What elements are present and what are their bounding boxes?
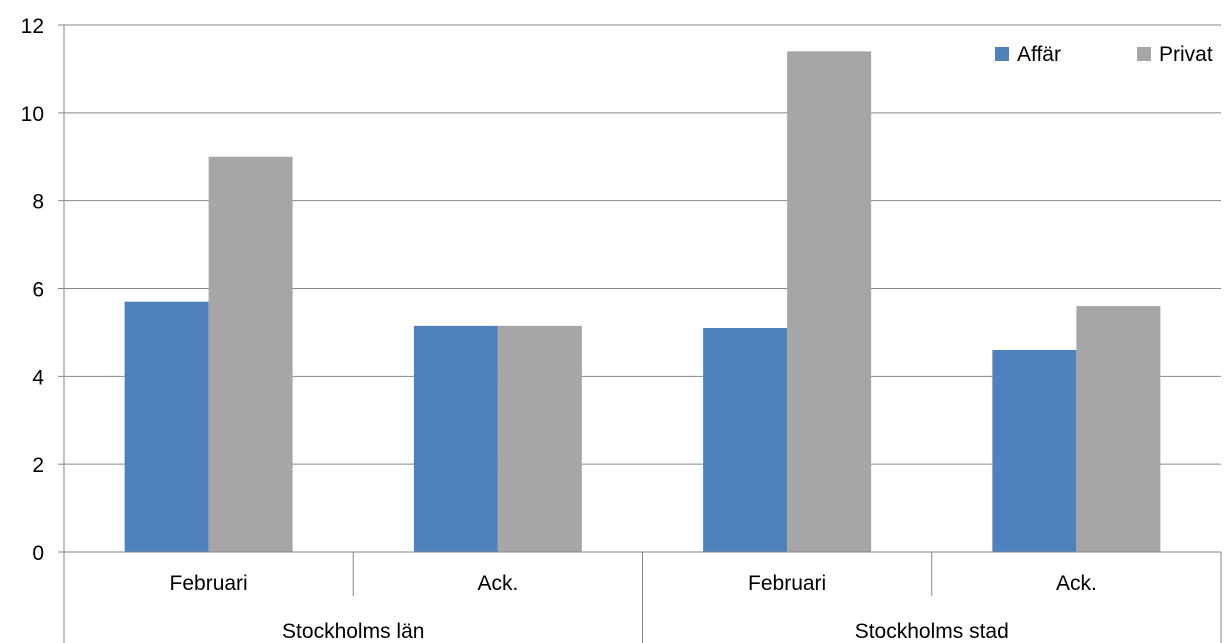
y-tick-label: 10 <box>21 103 44 126</box>
axis-labels: 0 2 4 6 8 10 12 Februari Ack. Februari Ack. Stockho… <box>21 15 1097 643</box>
bar-affar <box>124 301 209 552</box>
y-tick-label: 2 <box>32 454 44 477</box>
y-tick-label: 12 <box>21 15 44 38</box>
bar-privat <box>787 51 872 552</box>
y-tick-label: 0 <box>32 542 44 565</box>
x-category-label: Februari <box>170 572 248 595</box>
y-tick-label: 4 <box>32 366 44 389</box>
axes <box>58 24 1222 643</box>
legend: Affär Privat <box>995 43 1213 66</box>
bar-privat <box>497 325 582 552</box>
legend-label-affar: Affär <box>1017 43 1061 66</box>
x-category-label: Februari <box>748 572 826 595</box>
y-tick-label: 8 <box>32 191 44 214</box>
y-tick-label: 6 <box>32 279 44 302</box>
x-group-label: Stockholms stad <box>855 620 1009 643</box>
bar-affar <box>703 328 788 552</box>
legend-label-privat: Privat <box>1159 43 1213 66</box>
x-group-label: Stockholms län <box>282 620 424 643</box>
bar-affar <box>992 349 1077 552</box>
x-category-label: Ack. <box>1056 572 1097 595</box>
bar-privat <box>208 156 293 552</box>
bar-privat <box>1076 306 1161 552</box>
bar-affar <box>413 325 498 552</box>
bars <box>124 51 1161 552</box>
x-category-label: Ack. <box>477 572 518 595</box>
legend-swatch-privat <box>1137 47 1151 61</box>
legend-swatch-affar <box>995 47 1009 61</box>
